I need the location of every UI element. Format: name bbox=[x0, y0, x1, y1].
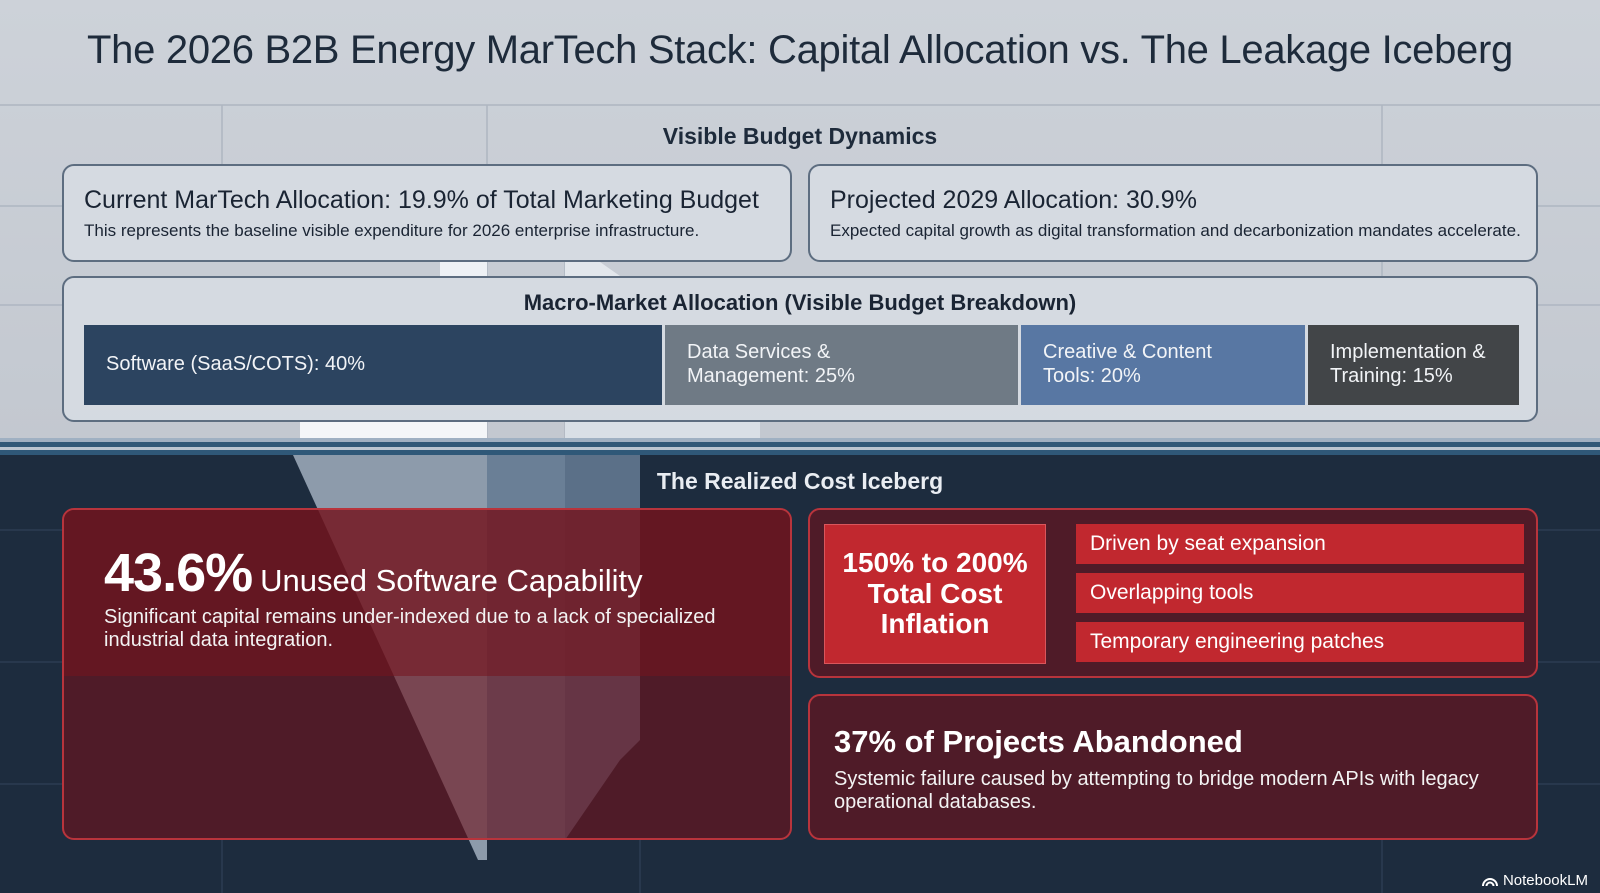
unused-capability-highlight bbox=[64, 510, 790, 676]
macro-allocation-title: Macro-Market Allocation (Visible Budget … bbox=[523, 290, 1077, 315]
inflation-driver-overlapping-tools: Overlapping tools bbox=[1076, 573, 1524, 613]
allocation-segment-data-services: Data Services & Management: 25% bbox=[665, 325, 1018, 405]
unused-capability-stat: 43.6% bbox=[104, 543, 253, 603]
unused-capability-card: 43.6% Unused Software Capability Signific… bbox=[62, 508, 792, 840]
unused-capability-headline: 43.6% Unused Software Capability bbox=[104, 542, 643, 604]
cost-inflation-headline: 150% to 200% Total Cost Inflation bbox=[842, 546, 1028, 640]
current-allocation-card: Current MarTech Allocation: 19.9% of Tot… bbox=[62, 164, 792, 262]
unused-capability-title: Unused Software Capability bbox=[260, 563, 643, 598]
visible-budget-section-label: Visible Budget Dynamics bbox=[662, 123, 938, 149]
cost-inflation-headline-box: 150% to 200% Total Cost Inflation bbox=[824, 524, 1046, 664]
allocation-segment-software: Software (SaaS/COTS): 40% bbox=[84, 325, 662, 405]
current-allocation-description: This represents the baseline visible exp… bbox=[84, 221, 700, 240]
projects-abandoned-description: Systemic failure caused by attempting to… bbox=[834, 768, 1479, 813]
cost-inflation-card: 150% to 200% Total Cost Inflation Driven… bbox=[808, 508, 1538, 678]
allocation-segment-implementation: Implementation & Training: 15% bbox=[1308, 325, 1519, 405]
macro-allocation-card: Macro-Market Allocation (Visible Budget … bbox=[62, 276, 1538, 422]
water-line bbox=[0, 438, 1600, 455]
projects-abandoned-card: 37% of Projects Abandoned Systemic failu… bbox=[808, 694, 1538, 840]
allocation-segment-label: Creative & Content Tools: 20% bbox=[1043, 341, 1212, 387]
allocation-segment-label: Implementation & Training: 15% bbox=[1330, 341, 1486, 387]
allocation-segment-label: Software (SaaS/COTS): 40% bbox=[106, 353, 365, 376]
brand-label: NotebookLM bbox=[1502, 872, 1588, 889]
unused-capability-description: Significant capital remains under-indexe… bbox=[104, 606, 716, 651]
projects-abandoned-title: 37% of Projects Abandoned bbox=[834, 724, 1243, 759]
notebooklm-watermark: NotebookLM bbox=[1481, 872, 1588, 889]
projected-allocation-description: Expected capital growth as digital trans… bbox=[830, 221, 1521, 240]
projected-allocation-card: Projected 2029 Allocation: 30.9% Expecte… bbox=[808, 164, 1538, 262]
current-allocation-title: Current MarTech Allocation: 19.9% of Tot… bbox=[84, 186, 759, 214]
allocation-segment-creative-tools: Creative & Content Tools: 20% bbox=[1021, 325, 1305, 405]
iceberg-section-label: The Realized Cost Iceberg bbox=[656, 468, 944, 494]
page-title: The 2026 B2B Energy MarTech Stack: Capit… bbox=[87, 28, 1513, 72]
inflation-driver-seat-expansion: Driven by seat expansion bbox=[1076, 524, 1524, 564]
inflation-driver-engineering-patches: Temporary engineering patches bbox=[1076, 622, 1524, 662]
allocation-segment-label: Data Services & Management: 25% bbox=[687, 341, 855, 387]
projected-allocation-title: Projected 2029 Allocation: 30.9% bbox=[830, 186, 1197, 214]
notebooklm-logo-icon bbox=[1481, 877, 1498, 886]
